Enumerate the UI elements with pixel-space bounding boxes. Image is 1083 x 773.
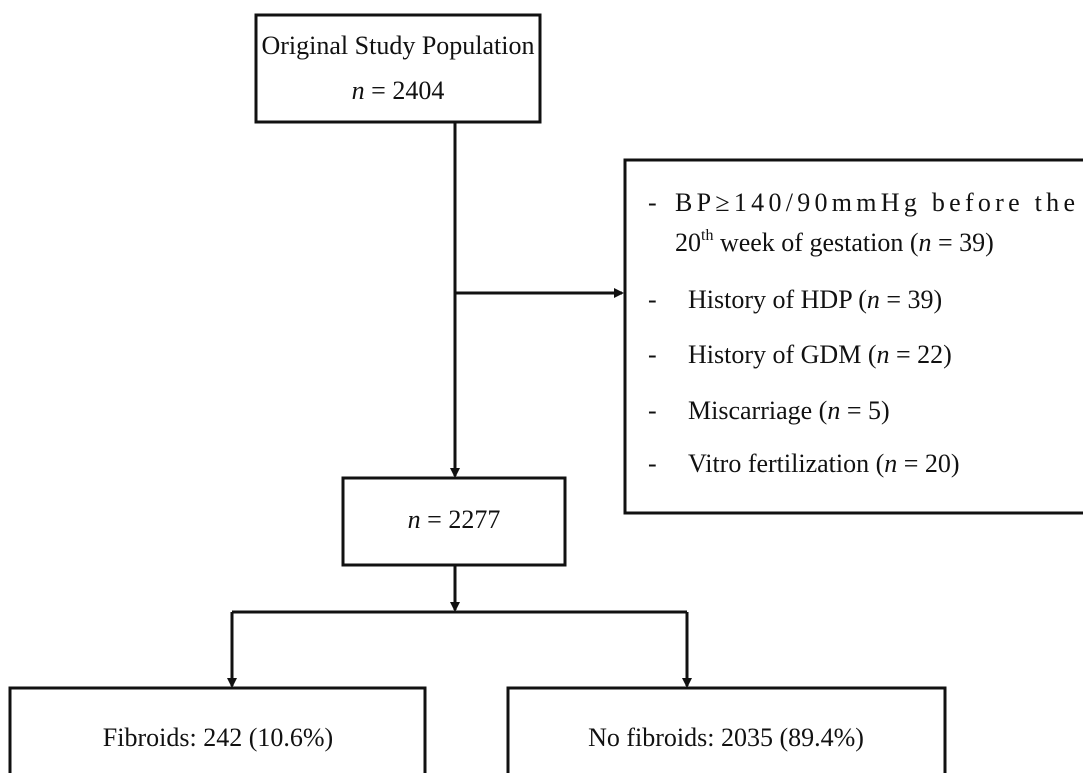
- text-segment: Fibroids: 242 (10.6%): [103, 723, 333, 752]
- superscript: th: [701, 227, 713, 244]
- text-segment: = 2277: [421, 505, 501, 534]
- text-line: Vitro fertilization (n = 20): [688, 449, 960, 478]
- text-segment: n: [827, 396, 840, 425]
- text-segment: n: [867, 285, 880, 314]
- text-segment: n: [919, 228, 932, 257]
- bullet-marker: -: [648, 449, 657, 478]
- text-line: History of GDM (n = 22): [688, 340, 952, 369]
- fibroids-box: [8, 686, 427, 773]
- bullet-marker: -: [648, 285, 657, 314]
- bullet-marker: -: [648, 188, 657, 217]
- bullet-marker: -: [648, 396, 657, 425]
- text-segment: BP≥140/90mmHg before the: [675, 188, 1075, 217]
- text-segment: week of gestation (: [713, 228, 918, 257]
- text-segment: n: [352, 76, 365, 105]
- text-segment: = 39): [932, 228, 994, 257]
- text-line: No fibroids: 2035 (89.4%): [588, 723, 864, 752]
- text-segment: = 20): [897, 449, 959, 478]
- text-segment: n: [408, 505, 421, 534]
- text-segment: 20: [675, 228, 701, 257]
- text-segment: Miscarriage (: [688, 396, 827, 425]
- text-segment: = 5): [840, 396, 889, 425]
- text-segment: Original Study Population: [262, 31, 535, 60]
- text-segment: n: [877, 340, 890, 369]
- text-line: n = 2404: [352, 76, 445, 105]
- text-line: n = 2277: [408, 505, 501, 534]
- text-line: 20th week of gestation (n = 39): [675, 227, 994, 257]
- exclusion-box: [623, 158, 1083, 515]
- no-fibroids-box: [506, 686, 947, 773]
- text-line: Miscarriage (n = 5): [688, 396, 890, 425]
- text-line: BP≥140/90mmHg before the: [675, 188, 1075, 217]
- text-line: History of HDP (n = 39): [688, 285, 942, 314]
- text-segment: Vitro fertilization (: [688, 449, 884, 478]
- text-segment: No fibroids: 2035 (89.4%): [588, 723, 864, 752]
- text-line: Fibroids: 242 (10.6%): [103, 723, 333, 752]
- start-box: [254, 13, 542, 124]
- text-segment: = 22): [890, 340, 952, 369]
- text-segment: History of GDM (: [688, 340, 877, 369]
- text-segment: History of HDP (: [688, 285, 867, 314]
- bullet-marker: -: [648, 340, 657, 369]
- text-line: Original Study Population: [262, 31, 535, 60]
- text-segment: n: [884, 449, 897, 478]
- text-segment: = 39): [880, 285, 942, 314]
- text-segment: = 2404: [365, 76, 445, 105]
